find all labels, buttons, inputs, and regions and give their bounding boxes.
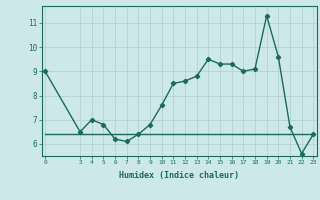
X-axis label: Humidex (Indice chaleur): Humidex (Indice chaleur)	[119, 171, 239, 180]
